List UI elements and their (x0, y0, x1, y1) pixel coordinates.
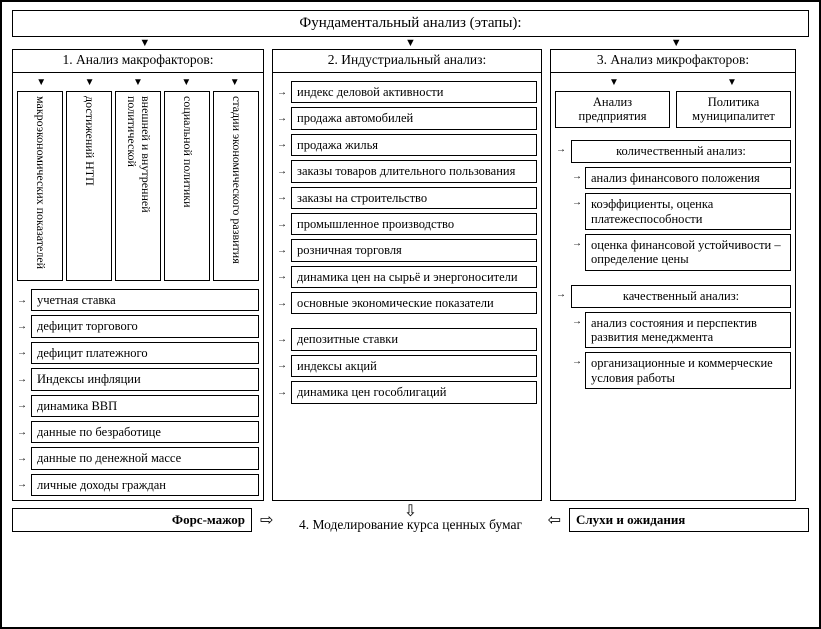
vbox-4: стадии экономического развития (213, 91, 259, 281)
col3-mini-arrows: ▼▼ (555, 79, 791, 87)
columns-container: 1. Анализ макрофакторов: ▼▼▼▼▼ макроэкон… (12, 49, 809, 501)
quant-item: анализ финансового положения (585, 167, 791, 189)
col1-head: 1. Анализ макрофакторов: (13, 50, 263, 73)
arrow-down-icon: ⇩ (281, 507, 539, 517)
c2-item: продажа жилья (291, 134, 537, 156)
pair-enterprise: Анализ предприятия (555, 91, 670, 128)
c1-item: данные по денежной массе (31, 447, 259, 469)
bottom-row: Форс-мажор ⇨ ⇩ 4. Моделирование курса це… (12, 507, 809, 533)
diagram-root: Фундаментальный анализ (этапы): ▼▼▼ 1. А… (0, 0, 821, 629)
rumors-box: Слухи и ожидания (569, 508, 809, 532)
column-macro: 1. Анализ макрофакторов: ▼▼▼▼▼ макроэкон… (12, 49, 264, 501)
vbox-3: социальной политики (164, 91, 210, 281)
c2-item-b: индексы акций (291, 355, 537, 377)
force-majeure-box: Форс-мажор (12, 508, 252, 532)
qual-head: качественный анализ: (571, 285, 791, 308)
qual-item: анализ состояния и перспектив развития м… (585, 312, 791, 349)
c1-item: дефицит платежного (31, 342, 259, 364)
top-arrows: ▼▼▼ (12, 39, 809, 47)
c2-item: заказы товаров длительного пользования (291, 160, 537, 182)
c2-item: индекс деловой активности (291, 81, 537, 103)
col1-mini-arrows: ▼▼▼▼▼ (17, 79, 259, 87)
c1-item: личные доходы граждан (31, 474, 259, 496)
c2-item: динамика цен на сырьё и энергоносители (291, 266, 537, 288)
modeling-label: ⇩ 4. Моделирование курса ценных бумаг (281, 507, 539, 533)
col3-pair: Анализ предприятия Политика муниципалите… (555, 91, 791, 128)
c2-item: промышленное производство (291, 213, 537, 235)
arrow-right-icon: ⇨ (258, 510, 275, 530)
qual-item: организационные и коммерческие условия р… (585, 352, 791, 389)
c2-item-b: динамика цен гособлигаций (291, 381, 537, 403)
col3-head: 3. Анализ микрофакторов: (551, 50, 795, 73)
vbox-1: достижений НТП (66, 91, 112, 281)
c2-item: основные экономические показатели (291, 292, 537, 314)
pair-policy: Политика муниципалитет (676, 91, 791, 128)
vbox-0: макроэкономических показателей (17, 91, 63, 281)
quant-item: оценка финансовой устойчивости – определ… (585, 234, 791, 271)
col1-vertical-group: макроэкономических показателей достижени… (17, 91, 259, 281)
modeling-text: 4. Моделирование курса ценных бумаг (299, 517, 522, 532)
column-industrial: 2. Индустриальный анализ: →индекс делово… (272, 49, 542, 501)
c2-item: розничная торговля (291, 239, 537, 261)
c2-item: продажа автомобилей (291, 107, 537, 129)
c1-item: данные по безработице (31, 421, 259, 443)
c2-item: заказы на строительство (291, 187, 537, 209)
c1-item: динамика ВВП (31, 395, 259, 417)
main-title: Фундаментальный анализ (этапы): (12, 10, 809, 37)
vbox-2: внешней и внутренней политической (115, 91, 161, 281)
c2-item-b: депозитные ставки (291, 328, 537, 350)
col2-head: 2. Индустриальный анализ: (273, 50, 541, 73)
c1-item: дефицит торгового (31, 315, 259, 337)
c1-item: учетная ставка (31, 289, 259, 311)
column-micro: 3. Анализ микрофакторов: ▼▼ Анализ предп… (550, 49, 796, 501)
arrow-left-icon: ⇦ (546, 510, 563, 530)
quant-head: количественный анализ: (571, 140, 791, 163)
quant-item: коэффициенты, оценка платежеспособности (585, 193, 791, 230)
c1-item: Индексы инфляции (31, 368, 259, 390)
